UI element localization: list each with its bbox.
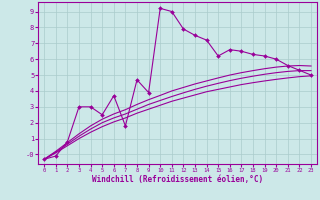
X-axis label: Windchill (Refroidissement éolien,°C): Windchill (Refroidissement éolien,°C) [92, 175, 263, 184]
